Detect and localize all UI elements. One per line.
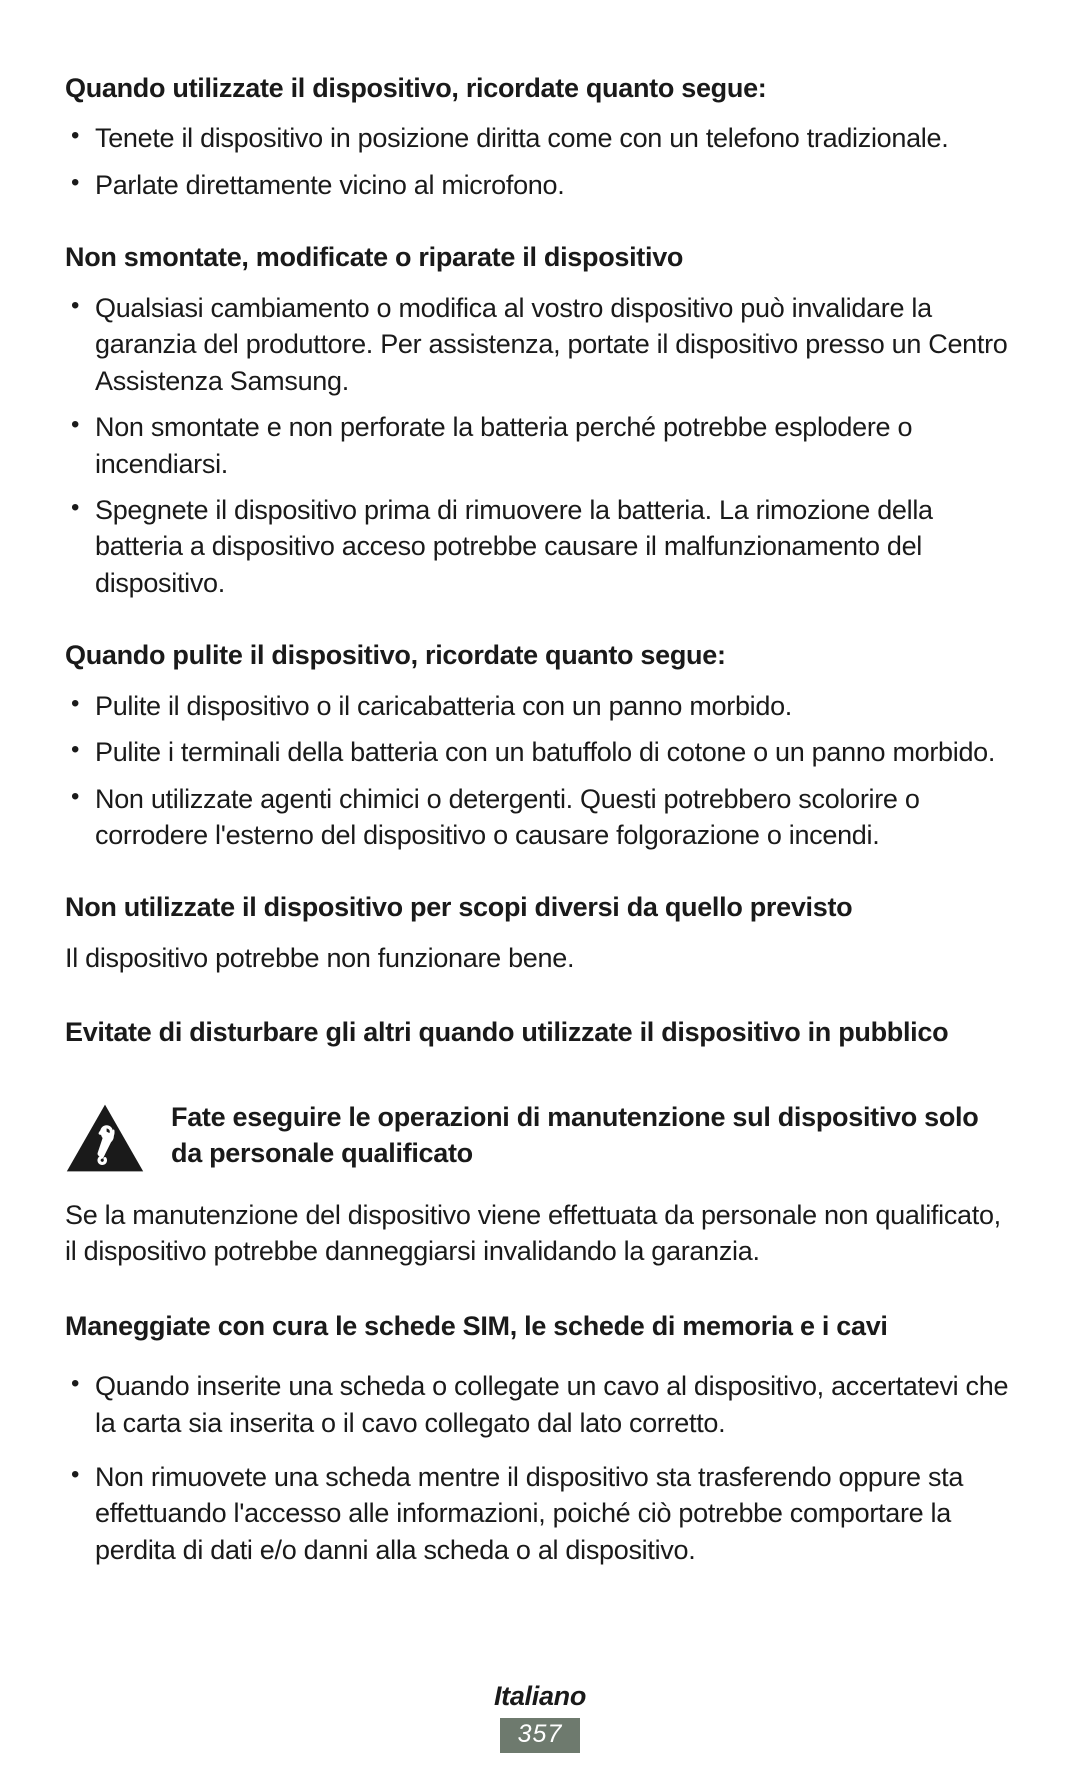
list-item: Pulite i terminali della batteria con un… bbox=[65, 734, 1015, 770]
section-heading: Evitate di disturbare gli altri quando u… bbox=[65, 1014, 1015, 1050]
bullet-list: Tenete il dispositivo in posizione dirit… bbox=[65, 120, 1015, 203]
page-footer: Italiano 357 bbox=[0, 1681, 1080, 1753]
section-heading: Non utilizzate il dispositivo per scopi … bbox=[65, 889, 1015, 925]
bullet-list: Qualsiasi cambiamento o modifica al vost… bbox=[65, 290, 1015, 602]
list-item: Tenete il dispositivo in posizione dirit… bbox=[65, 120, 1015, 156]
section-heading: Quando pulite il dispositivo, ricordate … bbox=[65, 637, 1015, 673]
bullet-list: Pulite il dispositivo o il caricabatteri… bbox=[65, 688, 1015, 854]
page-number: 357 bbox=[500, 1718, 581, 1753]
list-item: Parlate direttamente vicino al microfono… bbox=[65, 167, 1015, 203]
footer-language: Italiano bbox=[0, 1681, 1080, 1712]
list-item: Qualsiasi cambiamento o modifica al vost… bbox=[65, 290, 1015, 399]
body-paragraph: Se la manutenzione del dispositivo viene… bbox=[65, 1197, 1015, 1270]
list-item: Pulite il dispositivo o il caricabatteri… bbox=[65, 688, 1015, 724]
section-heading: Maneggiate con cura le schede SIM, le sc… bbox=[65, 1308, 1015, 1344]
body-paragraph: Il dispositivo potrebbe non funzionare b… bbox=[65, 940, 1015, 976]
wrench-warning-icon bbox=[65, 1103, 145, 1173]
warning-block: Fate eseguire le operazioni di manutenzi… bbox=[65, 1099, 1015, 1173]
list-item: Non rimuovete una scheda mentre il dispo… bbox=[65, 1459, 1015, 1568]
section-heading: Non smontate, modificate o riparate il d… bbox=[65, 239, 1015, 275]
list-item: Quando inserite una scheda o collegate u… bbox=[65, 1368, 1015, 1441]
warning-heading: Fate eseguire le operazioni di manutenzi… bbox=[171, 1099, 1015, 1172]
list-item: Spegnete il dispositivo prima di rimuove… bbox=[65, 492, 1015, 601]
bullet-list: Quando inserite una scheda o collegate u… bbox=[65, 1368, 1015, 1568]
list-item: Non smontate e non perforate la batteria… bbox=[65, 409, 1015, 482]
section-heading: Quando utilizzate il dispositivo, ricord… bbox=[65, 70, 1015, 106]
manual-page: Quando utilizzate il dispositivo, ricord… bbox=[0, 0, 1080, 1608]
list-item: Non utilizzate agenti chimici o detergen… bbox=[65, 781, 1015, 854]
